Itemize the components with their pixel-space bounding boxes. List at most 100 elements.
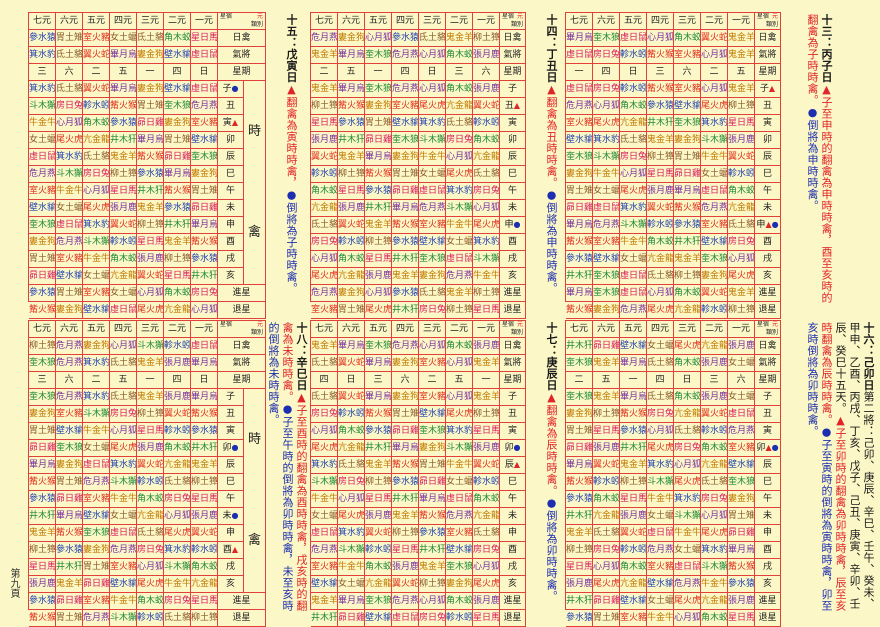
mansion-cell: 心月狐 xyxy=(620,166,647,183)
mansion-cell: 張月鹿 xyxy=(473,593,500,610)
mansion-cell: 五 xyxy=(110,64,137,81)
row-label-text: 申 xyxy=(762,528,772,538)
mansion-cell: 鬼金羊 xyxy=(110,149,137,166)
mansion-cell: 心月狐 xyxy=(593,559,620,576)
mansion-cell: 尾火虎 xyxy=(473,217,500,234)
column-header: 二元 xyxy=(164,13,191,30)
mansion-cell: 斗木獬 xyxy=(620,217,647,234)
row-label: 子 xyxy=(755,389,781,406)
mansion-cell: 翼火蛇 xyxy=(137,268,164,285)
mansion-cell: 星日馬 xyxy=(728,115,755,132)
mansion-cell: 壁水貐 xyxy=(674,98,701,115)
mansion-cell: 女土蝠 xyxy=(110,285,137,302)
column-header: 五元 xyxy=(83,13,110,30)
mansion-cell: 角木蛟 xyxy=(446,81,473,98)
mansion-cell: 星日馬 xyxy=(137,234,164,251)
mansion-cell: 鬼金羊 xyxy=(164,234,191,251)
mansion-cell: 胃土雉 xyxy=(83,559,110,576)
mansion-cell: 畢月烏 xyxy=(620,355,647,372)
column-header: 二元 xyxy=(701,13,728,30)
row-label-text: 戌 xyxy=(507,254,517,264)
mansion-cell: 奎木狼 xyxy=(674,115,701,132)
mansion-cell: 心月狐 xyxy=(419,47,446,64)
corner-label: 元 xyxy=(516,321,523,328)
mansion-cell: 牛金牛 xyxy=(311,491,338,508)
mansion-cell: 房日兔 xyxy=(338,474,365,491)
mansion-cell: 奎木狼 xyxy=(728,474,755,491)
mansion-cell: 牛金牛 xyxy=(338,559,365,576)
mansion-cell: 亢金龍 xyxy=(620,576,647,593)
row-label-text: 星期 xyxy=(232,375,251,385)
mansion-cell: 氐土貉 xyxy=(620,132,647,149)
row-label: 酉 xyxy=(500,542,526,559)
mansion-cell: 觜火猴 xyxy=(191,234,218,251)
row-label: 卯 xyxy=(500,132,526,149)
mansion-cell: 二 xyxy=(701,64,728,81)
row-label-text: 未 xyxy=(507,203,517,213)
mansion-cell: 尾火虎 xyxy=(56,132,83,149)
mansion-cell: 房日兔 xyxy=(728,234,755,251)
mansion-cell: 心月狐 xyxy=(110,338,137,355)
row-label: 寅 xyxy=(755,423,781,440)
row-label: 申 xyxy=(755,525,781,542)
row-label: 星期 xyxy=(218,372,266,389)
mansion-cell: 畢月烏 xyxy=(566,285,593,302)
mansion-cell: 女土蝠 xyxy=(728,355,755,372)
mansion-cell: 心月狐 xyxy=(365,30,392,47)
row-label-text: 子 xyxy=(762,392,772,402)
mansion-cell: 尾火虎 xyxy=(419,98,446,115)
mansion-cell: 婁金狗 xyxy=(83,338,110,355)
mansion-cell: 房日兔 xyxy=(473,183,500,200)
mansion-cell: 鬼金羊 xyxy=(446,285,473,302)
mansion-cell: 室火豬 xyxy=(56,251,83,268)
mansion-cell: 室火豬 xyxy=(674,81,701,98)
mansion-cell: 一 xyxy=(620,372,647,389)
row-label: 戌 xyxy=(500,251,526,268)
mansion-cell: 三 xyxy=(365,372,392,389)
row-label: 卯● xyxy=(218,440,244,457)
column-header: 七元 xyxy=(29,321,56,338)
row-label: 退星 xyxy=(755,302,781,319)
mansion-cell: 胃土雉 xyxy=(56,285,83,302)
mansion-cell: 井木犴 xyxy=(674,234,701,251)
column-header: 六元 xyxy=(338,13,365,30)
row-label: 進星 xyxy=(500,593,526,610)
mansion-cell: 張月鹿 xyxy=(566,576,593,593)
row-label: 巳 xyxy=(500,166,526,183)
mansion-cell: 女土蝠 xyxy=(446,474,473,491)
mansion-cell: 角木蛟 xyxy=(191,559,218,576)
mansion-cell: 心月狐 xyxy=(191,302,218,319)
mansion-cell: 氐土貉 xyxy=(674,423,701,440)
mansion-cell: 牛金牛 xyxy=(647,610,674,627)
mansion-cell: 日 xyxy=(191,64,218,81)
caption-title: 十八：辛巳日 xyxy=(295,322,308,391)
mansion-cell: 虛日鼠 xyxy=(566,47,593,64)
caption-text: ●倒將為子時時禽。 xyxy=(285,188,298,295)
mansion-cell: 危月燕 xyxy=(446,508,473,525)
mansion-cell: 井木犴 xyxy=(29,508,56,525)
mansion-cell: 危月燕 xyxy=(566,98,593,115)
mansion-cell: 牛金牛 xyxy=(29,115,56,132)
mansion-cell: 尾火虎 xyxy=(365,302,392,319)
column-header: 一元 xyxy=(473,13,500,30)
mansion-cell: 星日馬 xyxy=(593,423,620,440)
mansion-cell: 房日兔 xyxy=(164,593,191,610)
mansion-cell: 五 xyxy=(728,64,755,81)
row-label: 辰 xyxy=(500,149,526,166)
row-label-text: 未 xyxy=(225,203,235,213)
mansion-cell: 尾火虎 xyxy=(647,440,674,457)
mansion-cell: 翼火蛇 xyxy=(365,525,392,542)
mansion-cell: 張月鹿 xyxy=(728,593,755,610)
mansion-cell: 一 xyxy=(473,372,500,389)
mansion-cell: 婁金狗 xyxy=(137,81,164,98)
mansion-cell: 壁水貐 xyxy=(164,81,191,98)
mansion-cell: 牛金牛 xyxy=(110,491,137,508)
row-label-text: 酉 xyxy=(225,237,235,247)
row-label-text: 日禽 xyxy=(503,341,522,351)
mansion-cell: 奎木狼 xyxy=(365,593,392,610)
row-label-text: 午 xyxy=(507,186,517,196)
mansion-cell: 心月狐 xyxy=(701,508,728,525)
row-label-text: 寅 xyxy=(762,426,772,436)
mansion-cell: 觜火猴 xyxy=(137,149,164,166)
mansion-cell: 房日兔 xyxy=(593,542,620,559)
